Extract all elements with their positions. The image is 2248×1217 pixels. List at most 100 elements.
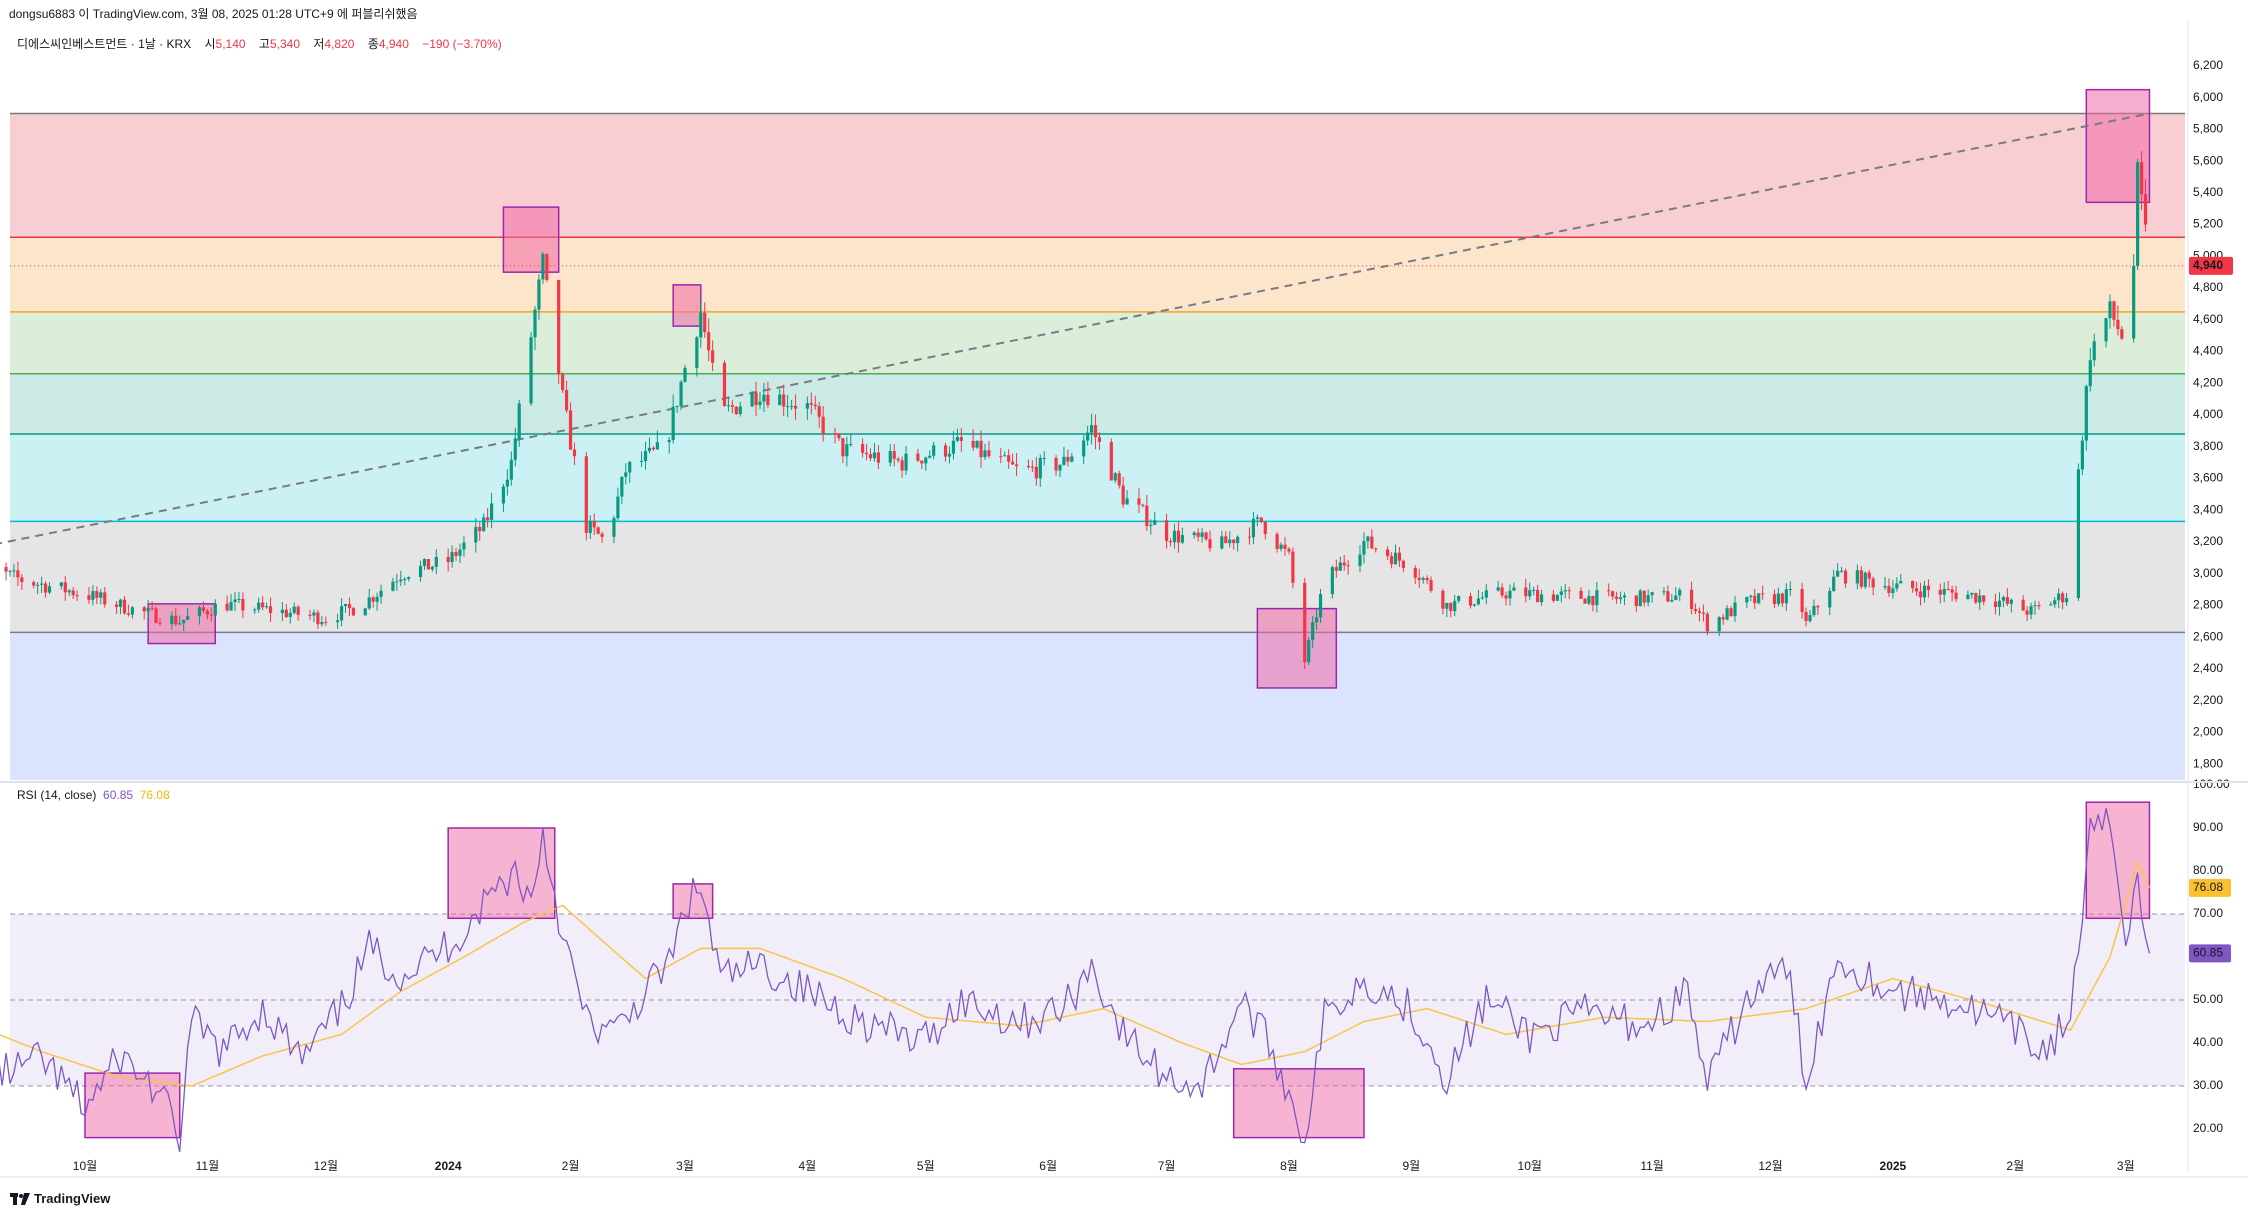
time-axis-label: 7월 — [1158, 1159, 1176, 1173]
candle-body — [592, 520, 596, 528]
candle-body — [2080, 440, 2084, 470]
candle-body — [904, 453, 908, 471]
candle-body — [1449, 603, 1453, 612]
candle-body — [32, 582, 36, 586]
candle-body — [671, 406, 675, 441]
candle-body — [142, 607, 146, 612]
candle-body — [699, 312, 703, 338]
candle-body — [122, 599, 127, 614]
candle-body — [1342, 562, 1346, 566]
candle-body — [505, 479, 509, 487]
candle-body — [1014, 464, 1019, 467]
candle-body — [1863, 572, 1867, 587]
price-axis-tick: 3,800 — [2193, 439, 2223, 453]
fib-band — [10, 373, 2185, 435]
rsi-highlight-box — [447, 827, 556, 920]
candle-body — [872, 452, 877, 459]
candle-body — [391, 581, 395, 591]
candle-body — [789, 405, 794, 407]
candle-body — [379, 590, 383, 597]
candle-body — [861, 443, 865, 453]
candle-body — [1389, 556, 1394, 565]
candle-body — [2005, 597, 2009, 604]
candle-body — [624, 472, 628, 477]
candle-body — [1563, 590, 1567, 592]
candle-body — [667, 440, 671, 443]
candle-body — [1780, 593, 1784, 604]
candle-body — [1693, 608, 1698, 612]
rsi-axis-tick: 40.00 — [2193, 1035, 2223, 1049]
rsi-axis-tick: 80.00 — [2193, 863, 2223, 877]
fib-band — [10, 311, 2185, 374]
candle-body — [1089, 425, 1094, 433]
candle-body — [1812, 605, 1816, 616]
candle-body — [458, 549, 462, 556]
candle-body — [1228, 539, 1232, 544]
rsi-axis-tick: 50.00 — [2193, 992, 2223, 1006]
candle-body — [320, 622, 324, 625]
candle-body — [821, 416, 825, 434]
candle-body — [1670, 600, 1674, 602]
candle-body — [1642, 590, 1646, 603]
candle-body — [1587, 595, 1591, 604]
rsi-highlight-box — [1232, 1068, 1365, 1139]
tradingview-logo[interactable]: TradingView — [10, 1191, 110, 1206]
candle-body — [1614, 596, 1619, 600]
rsi-name[interactable]: RSI (14, close) — [17, 788, 97, 802]
candle-body — [537, 279, 541, 310]
candle-body — [1401, 560, 1406, 569]
symbol-name[interactable]: 디에스씨인베스트먼트 · 1날 · KRX — [17, 37, 192, 51]
candle-body — [1263, 521, 1267, 535]
price-axis-tick: 5,600 — [2193, 153, 2223, 167]
high-label: 고 — [258, 37, 270, 51]
price-axis-tick: 5,800 — [2193, 122, 2223, 136]
candle-body — [971, 440, 975, 448]
candle-body — [288, 612, 292, 617]
price-axis-tick: 6,000 — [2193, 90, 2223, 104]
candle-body — [1859, 570, 1863, 587]
candle-body — [1484, 590, 1488, 598]
candle-body — [209, 614, 213, 616]
candle-body — [1689, 589, 1694, 609]
candle-body — [1559, 591, 1563, 596]
candle-body — [943, 445, 948, 457]
time-axis-label: 9월 — [1402, 1159, 1420, 1173]
candle-body — [628, 461, 632, 473]
candle-body — [1788, 588, 1792, 590]
candle-body — [1982, 595, 1986, 602]
candle-body — [1674, 595, 1678, 601]
candle-body — [1251, 518, 1256, 538]
candle-body — [738, 406, 742, 415]
candle-body — [205, 610, 209, 615]
candle-body — [1595, 590, 1599, 606]
candle-body — [2057, 593, 2061, 601]
candle-body — [1761, 593, 1765, 595]
rsi-highlight-box — [84, 1072, 181, 1139]
candle-body — [900, 460, 904, 471]
candle-body — [762, 394, 766, 402]
candle-body — [201, 607, 206, 611]
brand-name: TradingView — [34, 1191, 111, 1206]
candle-body — [813, 404, 817, 407]
candle-body — [837, 433, 841, 439]
candle-body — [643, 451, 648, 462]
candle-body — [596, 527, 600, 534]
time-axis-label: 11월 — [1640, 1159, 1664, 1173]
candle-body — [2049, 604, 2053, 606]
candle-body — [1970, 592, 1974, 595]
price-highlight-box — [147, 603, 217, 645]
candle-body — [1141, 504, 1145, 506]
candle-body — [2092, 341, 2096, 361]
candle-body — [1097, 437, 1102, 443]
last-price-label: 4,940 — [2193, 258, 2223, 272]
candle-body — [1311, 622, 1315, 641]
candle-body — [1899, 580, 1903, 584]
candle-body — [2009, 599, 2013, 604]
rsi-ma-legend-value: 76.08 — [139, 788, 170, 802]
candle-body — [1287, 548, 1291, 552]
candle-body — [1220, 536, 1224, 549]
candle-body — [1113, 473, 1117, 481]
candle-body — [1453, 600, 1457, 612]
candle-body — [734, 406, 738, 415]
